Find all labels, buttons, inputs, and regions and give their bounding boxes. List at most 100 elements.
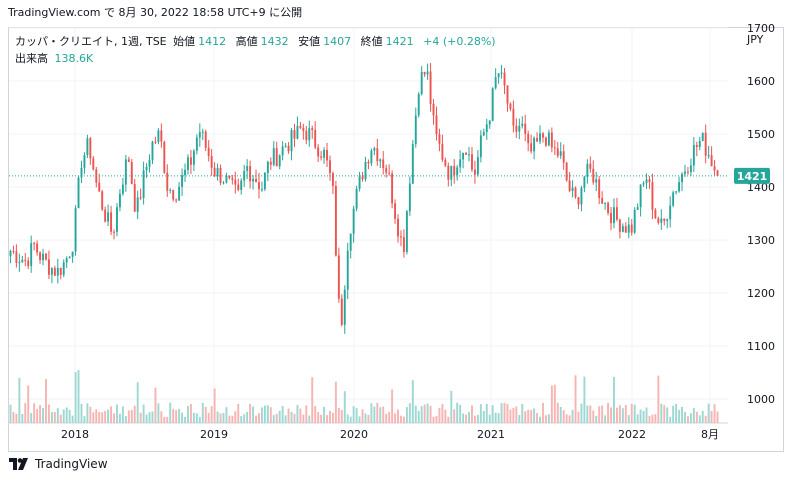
volume-bar bbox=[296, 405, 299, 423]
candle-body bbox=[468, 154, 470, 156]
volume-bar bbox=[675, 403, 678, 423]
candle-body bbox=[320, 156, 323, 158]
candle-body bbox=[447, 165, 450, 180]
volume-bar bbox=[553, 384, 556, 423]
volume-bar bbox=[121, 406, 124, 423]
volume-bar bbox=[382, 406, 385, 423]
candle-body bbox=[246, 166, 249, 171]
candle-body bbox=[136, 197, 139, 212]
x-tick-label: 2021 bbox=[477, 428, 505, 441]
candle-body bbox=[438, 134, 441, 144]
candle-body bbox=[121, 184, 124, 194]
volume-bar bbox=[707, 403, 710, 423]
candle-body bbox=[636, 207, 639, 210]
candle-body bbox=[402, 237, 405, 252]
volume-bar bbox=[678, 409, 681, 423]
candle-body bbox=[400, 236, 402, 238]
candle-body bbox=[18, 262, 21, 264]
y-tick-label: 1600 bbox=[747, 75, 775, 88]
volume-bar bbox=[465, 414, 468, 423]
candle-body bbox=[308, 128, 311, 141]
volume-bar bbox=[684, 412, 686, 423]
volume-bar bbox=[225, 407, 228, 423]
candle-body bbox=[459, 159, 462, 168]
candle-body bbox=[160, 130, 163, 142]
candle-body bbox=[86, 138, 89, 156]
volume-bar bbox=[281, 406, 284, 423]
volume-bar bbox=[503, 402, 506, 423]
volume-bar bbox=[56, 408, 59, 423]
volume-bar bbox=[672, 405, 675, 423]
candle-body bbox=[77, 177, 80, 209]
volume-bar bbox=[453, 409, 456, 423]
volume-bar bbox=[698, 415, 701, 423]
candle-body bbox=[586, 163, 589, 177]
volume-bar bbox=[213, 388, 216, 423]
volume-bar bbox=[494, 412, 497, 423]
candle-body bbox=[675, 191, 678, 193]
volume-bar bbox=[163, 416, 166, 423]
candle-body bbox=[660, 218, 663, 223]
candle-body bbox=[476, 157, 479, 175]
volume-bar bbox=[447, 416, 450, 423]
candle-body bbox=[435, 115, 438, 135]
volume-bar bbox=[450, 390, 453, 423]
volume-bar bbox=[565, 414, 568, 423]
volume-bar bbox=[305, 405, 308, 423]
volume-bar bbox=[157, 403, 160, 423]
candle-body bbox=[539, 133, 541, 142]
candle-body bbox=[651, 182, 654, 210]
candle-body bbox=[672, 192, 675, 206]
candle-body bbox=[83, 155, 86, 168]
x-tick-label: 2019 bbox=[200, 428, 228, 441]
volume-bar bbox=[246, 411, 249, 423]
candle-body bbox=[213, 167, 216, 177]
candle-body bbox=[509, 103, 512, 109]
x-tick-label: 2018 bbox=[61, 428, 89, 441]
candle-body bbox=[166, 172, 169, 191]
volume-bar bbox=[269, 407, 272, 423]
candle-body bbox=[74, 208, 77, 252]
volume-bar bbox=[89, 406, 92, 423]
volume-bar bbox=[610, 407, 612, 423]
candle-body bbox=[471, 154, 473, 170]
candle-body bbox=[56, 267, 59, 276]
volume-bar bbox=[252, 406, 255, 423]
volume-bar bbox=[189, 404, 192, 423]
volume-bar bbox=[364, 413, 367, 423]
symbol-label[interactable]: カッパ・クリエイト, 1週, TSE bbox=[15, 35, 167, 48]
volume-bar bbox=[74, 371, 77, 423]
candle-body bbox=[601, 198, 604, 204]
candle-body bbox=[302, 127, 305, 131]
volume-bar bbox=[639, 409, 642, 423]
volume-bar bbox=[559, 406, 562, 423]
volume-bar bbox=[601, 405, 604, 423]
volume-bar bbox=[181, 412, 184, 423]
volume-bar bbox=[627, 415, 630, 423]
volume-bar bbox=[630, 403, 633, 423]
volume-bar bbox=[636, 414, 639, 423]
candle-body bbox=[515, 125, 518, 132]
volume-bar bbox=[104, 411, 107, 423]
volume-bar bbox=[139, 412, 142, 423]
candle-body bbox=[260, 189, 263, 191]
candle-body bbox=[169, 189, 172, 191]
volume-bar bbox=[645, 407, 648, 423]
close-label: 終値 bbox=[360, 35, 383, 48]
candle-body bbox=[139, 197, 142, 199]
volume-bar bbox=[198, 416, 201, 423]
volume-bar bbox=[151, 411, 154, 423]
candle-body bbox=[414, 115, 417, 145]
volume-bar bbox=[231, 415, 234, 423]
volume-bar bbox=[562, 410, 565, 423]
candle-body bbox=[204, 131, 207, 148]
volume-bar bbox=[547, 414, 550, 423]
candle-body bbox=[142, 170, 145, 198]
candle-body bbox=[317, 147, 320, 157]
volume-bar bbox=[497, 413, 500, 423]
volume-bar bbox=[713, 404, 716, 423]
publish-info: TradingView.com で 8月 30, 2022 18:58 UTC+… bbox=[8, 4, 302, 20]
volume-value: 138.6K bbox=[54, 52, 94, 65]
y-tick-label: 1200 bbox=[747, 287, 775, 300]
